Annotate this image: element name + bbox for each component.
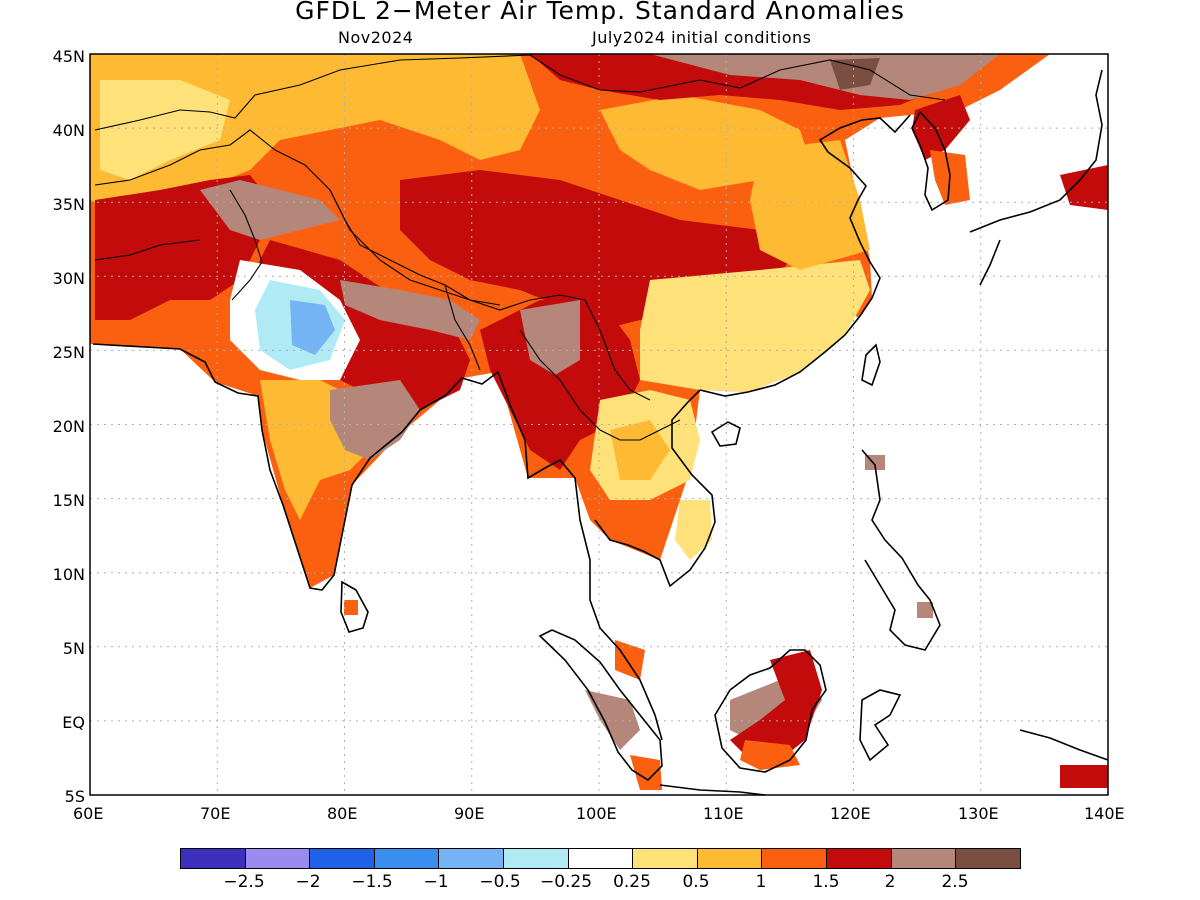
- lat-label: 35N: [52, 195, 85, 214]
- lon-label: 100E: [576, 804, 617, 823]
- land-thailand-lightorange: [610, 420, 670, 480]
- colorbar-label: −0.5: [479, 872, 521, 892]
- colorbar-label: −2: [295, 872, 321, 892]
- anomaly-fill-layer: [90, 54, 1108, 790]
- land-newguinea-darkred: [1060, 765, 1108, 788]
- colorbar-label: 1: [755, 872, 767, 892]
- new-guinea-coastline: [1019, 729, 1109, 761]
- indochina-east-coastline: [594, 389, 716, 588]
- colorbar-swatch: [567, 848, 634, 869]
- colorbar-swatch: [180, 848, 246, 869]
- coastlines: [92, 54, 1109, 796]
- land-borneo-darkred: [730, 650, 822, 760]
- lat-label: EQ: [62, 713, 85, 732]
- sri-lanka-coastline: [340, 580, 369, 633]
- lat-label: 30N: [52, 269, 85, 288]
- himalaya-border: [329, 189, 501, 306]
- land-korea-darkred: [912, 95, 970, 160]
- indochina-west-coastline: [497, 371, 663, 741]
- lon-label: 90E: [454, 804, 485, 823]
- colorbar-label: 2: [884, 872, 896, 892]
- map-frame: [89, 53, 1109, 796]
- lon-label: 70E: [200, 804, 231, 823]
- colorbar-label: −1.5: [351, 872, 393, 892]
- india-coastline: [92, 343, 499, 591]
- china-south-coastline: [699, 114, 911, 397]
- taiwan-coastline: [861, 343, 881, 387]
- colorbar-swatch: [438, 848, 504, 869]
- land-vietnam-yellow: [675, 500, 712, 560]
- land-sumatra-orange: [615, 640, 645, 680]
- lat-label: 20N: [52, 417, 85, 436]
- colorbar-label: −1: [423, 872, 449, 892]
- land-himalaya-brown: [340, 280, 480, 340]
- lon-label: 130E: [958, 804, 999, 823]
- sulawesi-coastline: [859, 689, 902, 762]
- colorbar-label: 0.25: [613, 872, 651, 892]
- lon-label: 60E: [73, 804, 104, 823]
- lon-label: 110E: [703, 804, 744, 823]
- land-mongolia-brown: [650, 54, 1000, 100]
- lat-label: 25N: [52, 343, 85, 362]
- land-east-china-lightorange: [750, 140, 870, 270]
- hainan-coastline: [710, 421, 741, 447]
- lat-label: 5S: [64, 787, 85, 806]
- borneo-coastline: [714, 649, 827, 773]
- colorbar-label: −2.5: [223, 872, 265, 892]
- land-burma-brown: [520, 300, 580, 375]
- lat-label: 45N: [52, 47, 85, 66]
- lat-label: 40N: [52, 121, 85, 140]
- lon-label: 120E: [830, 804, 871, 823]
- map-title: GFDL 2−Meter Air Temp. Standard Anomalie…: [295, 0, 905, 25]
- lon-label: 140E: [1084, 804, 1125, 823]
- land-japan-darkred: [1060, 165, 1108, 210]
- land-mongolia-darkbrown: [830, 58, 880, 90]
- land-india-west-blue: [290, 300, 335, 355]
- land-mindanao-brown: [917, 602, 933, 618]
- graticule: [90, 54, 1108, 795]
- land-sumatra-south-orange: [630, 755, 662, 790]
- land-pakistan-brown: [200, 180, 340, 240]
- philippines-coastline: [861, 449, 941, 651]
- sumatra-coastline: [538, 629, 663, 782]
- colorbar-label: −0.25: [539, 872, 593, 892]
- initial-conditions: July2024 initial conditions: [592, 28, 812, 47]
- forecast-month: Nov2024: [338, 28, 414, 47]
- land-north-yellow: [100, 80, 230, 180]
- colorbar-swatch: [955, 848, 1021, 869]
- colorbar-swatch: [244, 848, 311, 869]
- colorbar-label: 0.5: [682, 872, 710, 892]
- colorbar-swatch: [632, 848, 698, 869]
- colorbar-swatch: [503, 848, 569, 869]
- korea-coastline: [911, 110, 951, 212]
- colorbar-swatch: [696, 848, 763, 869]
- land-india-central-brown: [330, 380, 420, 460]
- lat-label: 5N: [62, 639, 85, 658]
- java-coastline: [659, 784, 766, 796]
- japan-coastline: [969, 69, 1103, 286]
- colorbar-swatch: [826, 848, 892, 869]
- lon-label: 80E: [327, 804, 358, 823]
- colorbar-swatch: [309, 848, 375, 869]
- land-srilanka-orange: [344, 600, 358, 615]
- colorbar-swatch: [373, 848, 440, 869]
- lat-label: 15N: [52, 491, 85, 510]
- colorbar-label: 1.5: [812, 872, 840, 892]
- country-borders: [94, 54, 946, 441]
- colorbar-label: 2.5: [941, 872, 969, 892]
- colorbar-swatch: [890, 848, 957, 869]
- colorbar-swatch: [761, 848, 827, 869]
- land-southchina-yellow: [640, 260, 870, 392]
- lat-label: 10N: [52, 565, 85, 584]
